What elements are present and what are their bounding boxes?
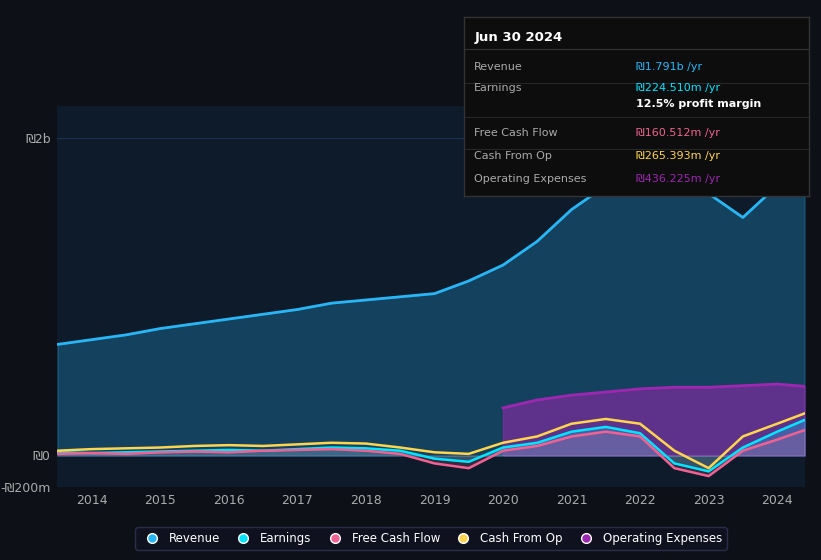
- Legend: Revenue, Earnings, Free Cash Flow, Cash From Op, Operating Expenses: Revenue, Earnings, Free Cash Flow, Cash …: [135, 528, 727, 550]
- Text: ₪436.225m /yr: ₪436.225m /yr: [636, 175, 720, 184]
- Text: ₪160.512m /yr: ₪160.512m /yr: [636, 128, 720, 138]
- Text: Operating Expenses: Operating Expenses: [475, 175, 586, 184]
- Text: Cash From Op: Cash From Op: [475, 151, 552, 161]
- Text: ₪224.510m /yr: ₪224.510m /yr: [636, 83, 720, 93]
- Text: Free Cash Flow: Free Cash Flow: [475, 128, 557, 138]
- Text: Revenue: Revenue: [475, 62, 523, 72]
- Text: Earnings: Earnings: [475, 83, 523, 93]
- Text: Jun 30 2024: Jun 30 2024: [475, 31, 562, 44]
- Text: ₪1.791b /yr: ₪1.791b /yr: [636, 62, 703, 72]
- Text: 12.5% profit margin: 12.5% profit margin: [636, 99, 762, 109]
- Text: ₪265.393m /yr: ₪265.393m /yr: [636, 151, 720, 161]
